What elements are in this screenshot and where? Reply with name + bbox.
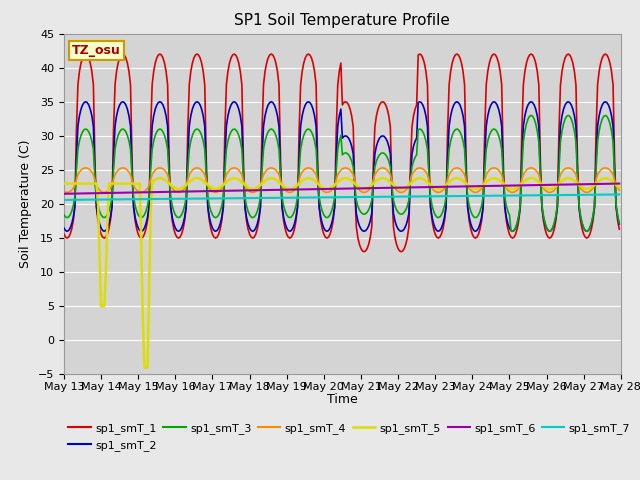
- sp1_smT_4: [131, 185, 139, 191]
- sp1_smT_7: [244, 195, 252, 201]
- sp1_smT_6: [584, 181, 592, 187]
- sp1_smT_4: [247, 189, 255, 195]
- sp1_smT_7: [226, 195, 234, 201]
- sp1_smT_1: [305, 51, 312, 57]
- Y-axis label: Soil Temperature (C): Soil Temperature (C): [19, 140, 33, 268]
- sp1_smT_7: [253, 195, 261, 201]
- sp1_smT_7: [60, 197, 68, 203]
- sp1_smT_2: [588, 221, 595, 227]
- Line: sp1_smT_6: sp1_smT_6: [64, 183, 620, 194]
- sp1_smT_3: [303, 127, 310, 132]
- sp1_smT_5: [616, 184, 623, 190]
- sp1_smT_3: [244, 208, 252, 214]
- sp1_smT_1: [246, 231, 253, 237]
- X-axis label: Time: Time: [327, 394, 358, 407]
- sp1_smT_3: [253, 208, 261, 214]
- sp1_smT_3: [588, 220, 595, 226]
- sp1_smT_1: [255, 218, 263, 224]
- sp1_smT_1: [227, 55, 235, 61]
- sp1_smT_5: [257, 182, 264, 188]
- sp1_smT_5: [141, 365, 148, 371]
- sp1_smT_3: [616, 220, 623, 226]
- sp1_smT_4: [588, 187, 595, 193]
- sp1_smT_1: [82, 51, 90, 57]
- sp1_smT_6: [244, 188, 252, 193]
- sp1_smT_6: [128, 190, 136, 195]
- sp1_smT_4: [616, 187, 623, 193]
- Line: sp1_smT_1: sp1_smT_1: [64, 54, 620, 252]
- Line: sp1_smT_7: sp1_smT_7: [64, 194, 620, 200]
- Line: sp1_smT_5: sp1_smT_5: [64, 178, 620, 368]
- sp1_smT_4: [257, 183, 264, 189]
- sp1_smT_1: [588, 226, 595, 232]
- Title: SP1 Soil Temperature Profile: SP1 Soil Temperature Profile: [234, 13, 451, 28]
- sp1_smT_4: [82, 165, 90, 171]
- sp1_smT_4: [63, 190, 71, 195]
- Text: TZ_osu: TZ_osu: [72, 44, 121, 57]
- sp1_smT_1: [360, 249, 368, 254]
- sp1_smT_6: [616, 180, 623, 186]
- sp1_smT_2: [305, 99, 312, 105]
- sp1_smT_2: [616, 221, 623, 227]
- sp1_smT_7: [616, 192, 623, 197]
- sp1_smT_7: [303, 195, 310, 201]
- sp1_smT_5: [588, 184, 595, 190]
- Line: sp1_smT_3: sp1_smT_3: [64, 115, 620, 231]
- Line: sp1_smT_4: sp1_smT_4: [64, 168, 620, 192]
- sp1_smT_1: [616, 226, 623, 232]
- sp1_smT_2: [255, 215, 263, 220]
- sp1_smT_3: [226, 132, 234, 138]
- sp1_smT_7: [128, 196, 136, 202]
- sp1_smT_4: [60, 189, 68, 194]
- sp1_smT_1: [60, 231, 68, 237]
- Line: sp1_smT_2: sp1_smT_2: [64, 102, 620, 231]
- sp1_smT_3: [60, 212, 68, 218]
- Legend: sp1_smT_1, sp1_smT_2, sp1_smT_3, sp1_smT_4, sp1_smT_5, sp1_smT_6, sp1_smT_7: sp1_smT_1, sp1_smT_2, sp1_smT_3, sp1_smT…: [64, 419, 635, 455]
- sp1_smT_2: [130, 204, 138, 210]
- sp1_smT_2: [60, 225, 68, 231]
- sp1_smT_1: [130, 204, 138, 210]
- sp1_smT_3: [509, 228, 516, 234]
- sp1_smT_5: [228, 175, 236, 181]
- sp1_smT_5: [306, 175, 314, 181]
- sp1_smT_4: [228, 165, 236, 171]
- sp1_smT_2: [360, 228, 368, 234]
- sp1_smT_2: [227, 102, 235, 108]
- sp1_smT_6: [226, 188, 234, 193]
- sp1_smT_4: [306, 165, 314, 171]
- sp1_smT_5: [156, 175, 164, 181]
- sp1_smT_3: [527, 112, 535, 118]
- sp1_smT_2: [82, 99, 90, 105]
- sp1_smT_5: [247, 186, 255, 192]
- sp1_smT_7: [584, 192, 592, 198]
- sp1_smT_6: [60, 191, 68, 197]
- sp1_smT_2: [246, 225, 253, 231]
- sp1_smT_6: [253, 187, 261, 193]
- sp1_smT_5: [128, 180, 136, 186]
- sp1_smT_5: [60, 180, 68, 186]
- sp1_smT_3: [128, 173, 136, 179]
- sp1_smT_6: [303, 186, 310, 192]
